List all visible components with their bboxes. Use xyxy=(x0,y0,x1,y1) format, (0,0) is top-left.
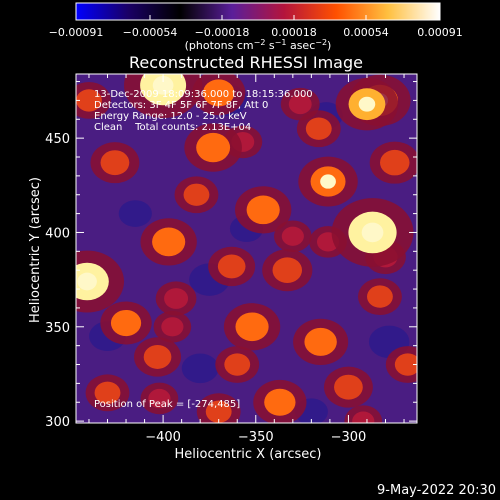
hot-spot xyxy=(331,198,414,267)
hot-spot xyxy=(385,346,417,383)
colorbar-tick-label: −0.00018 xyxy=(195,26,250,39)
annotation-detectors: Detectors: 3F 4F 5F 6F 7F 8F, Att 0 xyxy=(94,100,268,111)
annotation-block: 13-Dec-2009 18:09:36.000 to 18:15:36.000… xyxy=(94,89,313,133)
cold-spot xyxy=(118,200,152,227)
hot-spot xyxy=(124,74,203,119)
hot-spot xyxy=(273,220,312,253)
hot-spot xyxy=(155,281,197,316)
hot-spot xyxy=(192,74,246,116)
plot-frame xyxy=(75,73,418,424)
hot-spot xyxy=(100,301,152,345)
hot-spot xyxy=(76,250,125,313)
colorbar-tick-label: −0.00054 xyxy=(123,26,178,39)
hot-spot xyxy=(262,249,313,292)
y-tick-label: 400 xyxy=(45,226,70,241)
hot-spot xyxy=(85,374,130,412)
chart-title: Reconstructed RHESSI Image xyxy=(129,53,363,72)
hot-spot xyxy=(90,142,140,184)
hot-spot xyxy=(196,393,241,423)
hot-spot xyxy=(76,82,111,119)
hot-spot xyxy=(335,77,399,131)
hot-spot xyxy=(253,379,307,423)
colorbar-tick-label: 0.00054 xyxy=(343,26,389,39)
colorbar-tick-label: −0.00091 xyxy=(49,26,104,39)
annotation-energy-range: Energy Range: 12.0 - 25.0 keV xyxy=(94,111,247,122)
hot-spot xyxy=(153,311,192,343)
hot-spot xyxy=(298,156,358,207)
hot-spot xyxy=(234,186,292,234)
hot-spot xyxy=(223,303,281,351)
peak-position-label: Position of Peak = [-274,485] xyxy=(94,399,240,410)
hot-spot xyxy=(215,346,260,383)
hot-spot xyxy=(140,382,179,415)
cold-spot xyxy=(181,353,219,384)
hot-spot xyxy=(184,123,242,172)
y-tick-label: 350 xyxy=(45,321,70,336)
hot-spot xyxy=(293,318,349,365)
y-axis: 300 350 400 450 xyxy=(45,81,417,430)
y-tick-label: 450 xyxy=(45,132,70,147)
colorbar-gradient xyxy=(75,2,441,21)
colorbar-tick-label: 0.00091 xyxy=(417,26,463,39)
colorbar-ticks: −0.00091 −0.00054 −0.00018 0.00018 0.00054 0.… xyxy=(49,15,463,39)
x-axis-label: Heliocentric X (arcsec) xyxy=(175,447,322,462)
hot-spot xyxy=(296,110,341,148)
plot-area xyxy=(76,74,417,423)
x-tick-label: −400 xyxy=(145,430,181,445)
y-tick-label: 300 xyxy=(45,415,70,430)
footer-timestamp: 9-May-2022 20:30 xyxy=(377,483,496,498)
annotation-total-counts: Clean Total counts: 2.13E+04 xyxy=(94,122,251,133)
colorbar-units: (photons cm−2 s−1 asec−2) xyxy=(185,38,332,52)
hot-spot xyxy=(140,218,197,266)
colorbar: −0.00091 −0.00054 −0.00018 0.00018 0.00054 0.… xyxy=(49,2,463,52)
hot-spots xyxy=(76,74,417,423)
x-axis: −400 −350 −300 xyxy=(88,74,405,445)
hot-spot xyxy=(369,141,417,184)
hot-spot xyxy=(357,278,402,316)
hot-spot xyxy=(344,405,383,423)
x-tick-label: −300 xyxy=(331,430,367,445)
x-tick-label: −350 xyxy=(238,430,274,445)
y-axis-label: Heliocentric Y (arcsec) xyxy=(28,177,43,323)
hot-spot xyxy=(174,176,219,214)
annotation-time-range: 13-Dec-2009 18:09:36.000 to 18:15:36.000 xyxy=(94,89,313,100)
hot-spot xyxy=(208,246,256,287)
colorbar-tick-label: 0.00018 xyxy=(271,26,317,39)
hot-spot xyxy=(323,366,373,408)
hot-spot xyxy=(134,337,182,377)
